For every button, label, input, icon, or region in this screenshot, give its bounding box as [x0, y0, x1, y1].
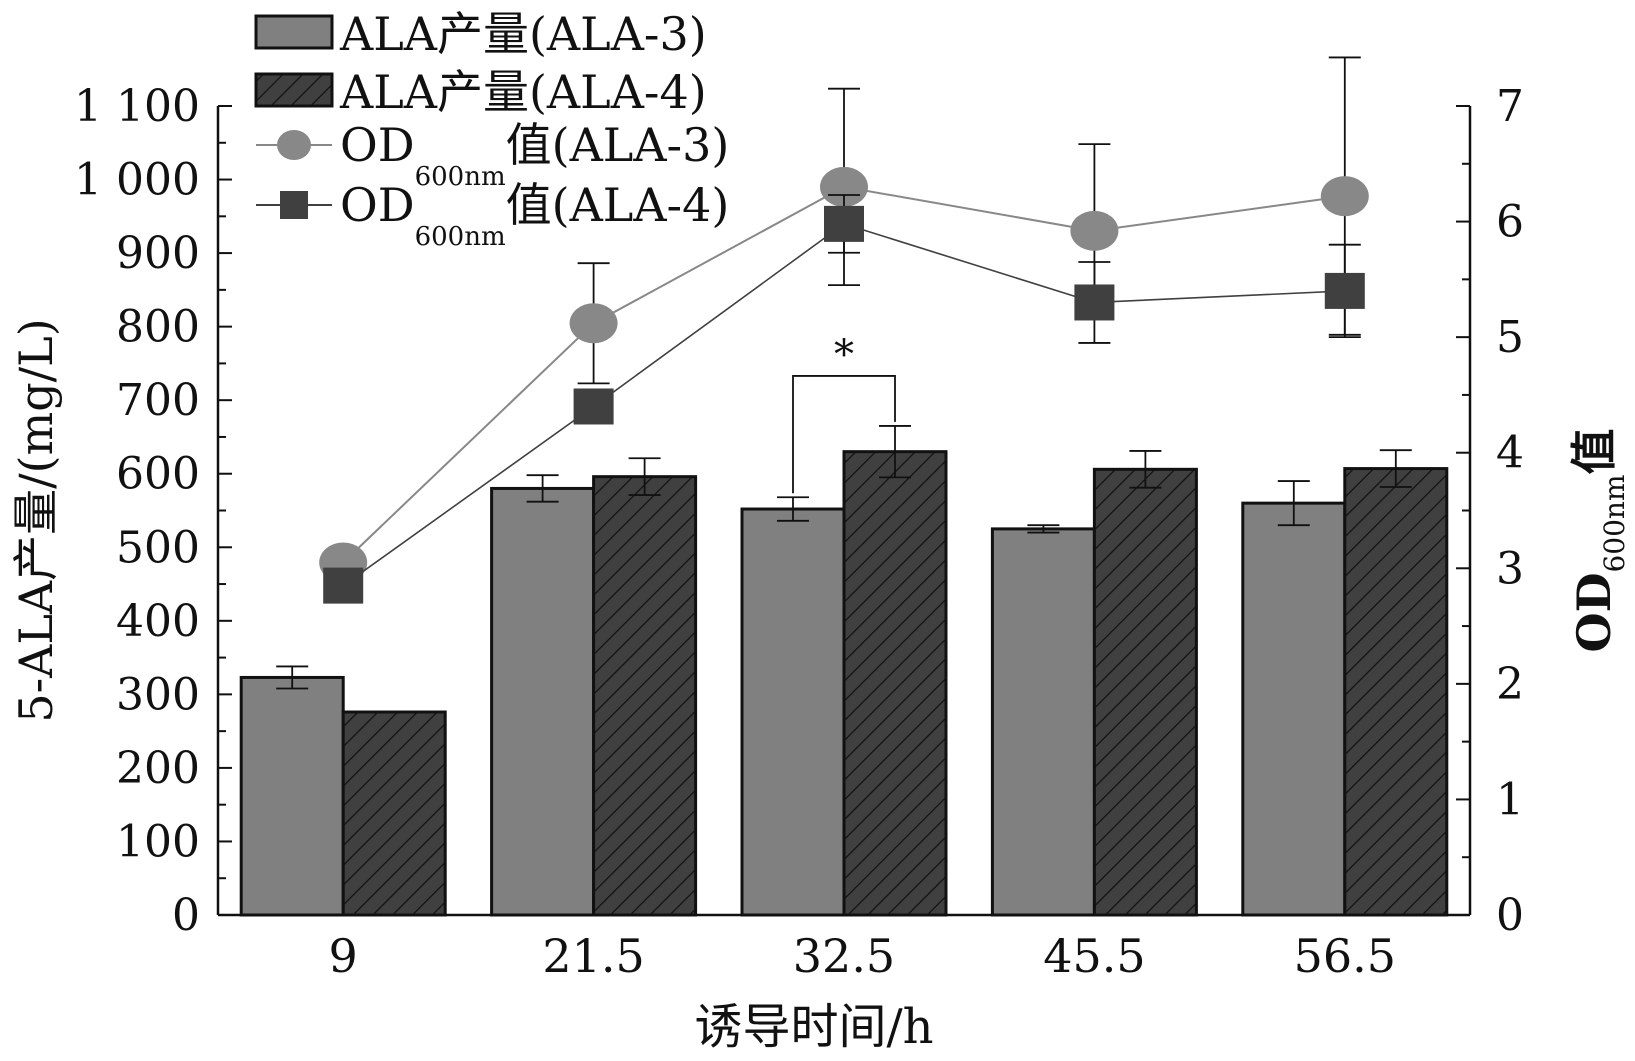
y-tick-label-left: 600: [116, 449, 200, 500]
significance-bracket: [792, 375, 896, 494]
y-tick-label-left: 900: [116, 228, 200, 279]
x-tick-label: 21.5: [542, 929, 644, 983]
x-tick-label: 32.5: [793, 929, 895, 983]
legend-label-ala4-bar: ALA产量(ALA-4): [339, 65, 707, 119]
x-tick-label: 45.5: [1043, 929, 1145, 983]
y-tick-label-left: 300: [116, 669, 200, 720]
legend-marker-square: [280, 191, 308, 219]
point-od-ala4: [323, 567, 364, 604]
significance-star: *: [834, 332, 854, 378]
legend-label-sub: 600nm: [415, 162, 506, 192]
y-tick-label-left: 0: [172, 890, 200, 941]
y-tick-label-right: 6: [1496, 197, 1524, 248]
y-tick-label-left: 400: [116, 596, 200, 647]
bar-ala4: [341, 710, 447, 917]
point-od-ala3: [820, 166, 868, 207]
bar-ala3: [1241, 501, 1347, 917]
y-tick-label-right: 0: [1496, 890, 1524, 941]
x-axis-label: 诱导时间/h: [694, 999, 933, 1055]
legend-swatch-ala3-bar: [254, 14, 334, 50]
y-tick-label-right: 4: [1496, 428, 1524, 479]
bar-ala4: [1092, 467, 1198, 917]
y-tick-label-right: 3: [1496, 543, 1524, 594]
x-tick-label: 56.5: [1294, 929, 1396, 983]
y-axis-label-right-main: OD: [1567, 573, 1621, 653]
x-tick-label: 9: [329, 929, 358, 983]
legend-label-main: OD: [340, 118, 415, 172]
y-axis-label-left: 5-ALA产量/(mg/L): [9, 318, 63, 722]
point-od-ala4: [1324, 272, 1365, 309]
y-tick-label-left: 1 100: [74, 81, 200, 132]
legend-label-sub: 600nm: [415, 222, 506, 252]
y-tick-label-left: 1 000: [74, 155, 200, 206]
bar-ala3: [990, 527, 1096, 917]
legend-label-od-ala4: OD600nm值(ALA-4): [340, 178, 729, 252]
legend-label-ala3-bar: ALA产量(ALA-3): [339, 7, 707, 61]
point-od-ala3: [1320, 176, 1369, 217]
y-tick-label-left: 200: [116, 743, 200, 794]
legend-marker-circle: [277, 130, 311, 160]
point-od-ala3: [1070, 210, 1119, 251]
y-tick-label-right: 7: [1496, 81, 1524, 132]
bar-ala4: [592, 475, 698, 917]
point-od-ala4: [1074, 284, 1115, 321]
bar-ala4: [842, 450, 948, 917]
y-axis-label-right-tail: 值: [1567, 429, 1621, 475]
legend-label-tail: 值(ALA-3): [506, 118, 730, 172]
legend-label-od-ala3: OD600nm值(ALA-3): [340, 118, 729, 192]
bar-ala3: [740, 507, 846, 917]
point-od-ala4: [824, 205, 864, 242]
bar-ala3: [239, 675, 345, 917]
bar-ala4: [1343, 467, 1449, 917]
point-od-ala3: [569, 303, 618, 344]
legend-label-main: OD: [340, 178, 415, 232]
y-tick-label-left: 700: [116, 375, 200, 426]
point-od-ala4: [573, 388, 614, 425]
y-tick-label-right: 5: [1496, 312, 1524, 363]
bar-ala3: [490, 486, 596, 917]
legend-label-tail: 值(ALA-4): [506, 178, 730, 232]
y-tick-label-left: 100: [116, 816, 200, 867]
y-tick-label-left: 500: [116, 522, 200, 573]
y-tick-label-left: 800: [116, 302, 200, 353]
y-tick-label-right: 2: [1496, 659, 1524, 710]
y-axis-label-right: OD600nm值: [1567, 429, 1631, 653]
y-axis-label-right-sub: 600nm: [1598, 475, 1631, 573]
y-tick-label-right: 1: [1496, 774, 1524, 825]
legend-swatch-ala4-bar: [254, 72, 334, 108]
